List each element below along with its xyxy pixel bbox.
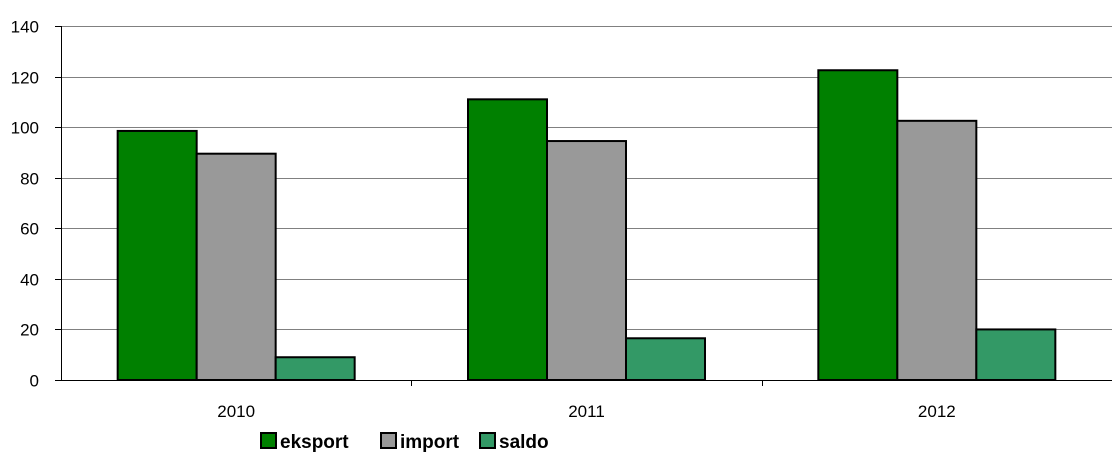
legend-label-eksport: eksport xyxy=(280,432,349,453)
bar-saldo-2011 xyxy=(625,337,706,381)
legend-swatch-saldo xyxy=(479,432,496,449)
bar-saldo-2012 xyxy=(975,328,1057,381)
legend: eksport import saldo xyxy=(260,432,549,453)
bar-import-2012 xyxy=(896,119,978,381)
bar-import-2011 xyxy=(546,140,627,381)
y-tick-label: 100 xyxy=(11,119,39,138)
legend-swatch-eksport xyxy=(260,432,277,449)
y-tick-label: 60 xyxy=(20,220,39,239)
x-tick-label: 2011 xyxy=(568,402,605,421)
bars xyxy=(116,69,1057,382)
y-tick-label: 0 xyxy=(30,372,39,391)
y-tick-label: 20 xyxy=(20,321,39,340)
y-axis-ticks: 0 20 40 60 80 100 120 140 xyxy=(11,18,61,391)
legend-label-saldo: saldo xyxy=(499,432,549,453)
y-tick-label: 80 xyxy=(20,170,39,189)
x-axis-ticks: 2010 2011 2012 xyxy=(217,380,956,421)
y-tick-label: 40 xyxy=(20,271,39,290)
bar-saldo-2010 xyxy=(274,356,356,382)
bar-eksport-2011 xyxy=(467,98,548,381)
bar-eksport-2012 xyxy=(817,69,899,381)
bar-eksport-2010 xyxy=(116,129,198,381)
y-tick-label: 120 xyxy=(11,69,39,88)
x-tick-label: 2010 xyxy=(217,402,255,421)
x-tick-label: 2012 xyxy=(918,402,956,421)
bar-import-2010 xyxy=(195,152,277,381)
legend-swatch-import xyxy=(380,432,397,449)
y-tick-label: 140 xyxy=(11,18,39,37)
legend-label-import: import xyxy=(400,432,460,453)
